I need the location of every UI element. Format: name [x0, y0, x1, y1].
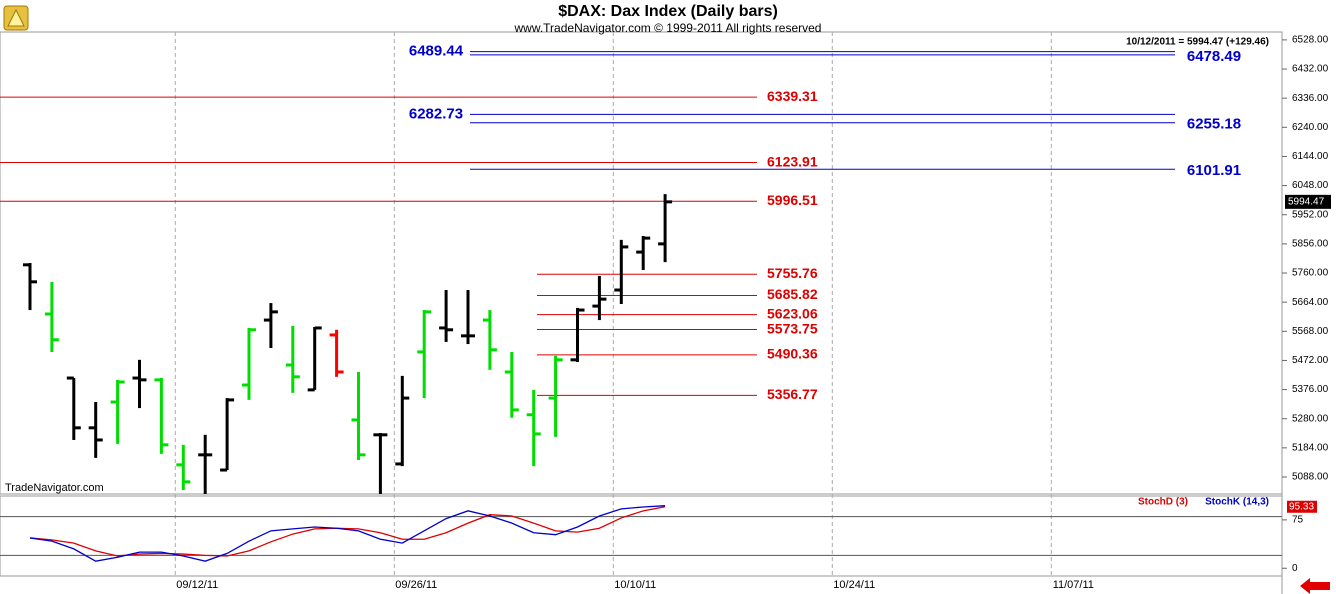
y-tick-label: 5952.00 [1292, 209, 1329, 220]
legend-entry: StochD (3) [1138, 497, 1188, 508]
last-value-box [1287, 500, 1317, 513]
y-tick-label: 0 [1292, 563, 1298, 574]
level-label: 6478.49 [1187, 48, 1241, 65]
x-tick-label: 11/07/11 [1053, 579, 1094, 591]
watermark: TradeNavigator.com [5, 482, 104, 494]
scroll-arrow[interactable] [1300, 578, 1330, 594]
level-label: 5755.76 [767, 265, 818, 281]
x-tick-label: 09/12/11 [176, 579, 218, 591]
y-tick-label: 5088.00 [1292, 472, 1329, 483]
last-price-box [1285, 194, 1331, 209]
y-tick-label: 5760.00 [1292, 268, 1329, 279]
level-label: 5623.06 [767, 305, 818, 321]
y-tick-label: 5472.00 [1292, 355, 1329, 366]
x-tick-label: 10/10/11 [614, 579, 656, 591]
y-tick-label: 6336.00 [1292, 93, 1329, 104]
last-price-label: 5994.47 [1288, 196, 1325, 207]
y-tick-label: 6528.00 [1292, 35, 1329, 46]
level-label: 5996.51 [767, 192, 818, 208]
level-label: 5573.75 [767, 320, 818, 336]
level-label: 6282.73 [409, 105, 463, 122]
level-label: 5685.82 [767, 286, 818, 302]
level-label: 6101.91 [1187, 162, 1241, 179]
x-tick-label: 09/26/11 [395, 579, 437, 591]
y-tick-label: 5664.00 [1292, 297, 1329, 308]
stoch-line [29, 505, 666, 562]
chart-subtitle: www.TradeNavigator.com © 1999-2011 All r… [514, 21, 822, 35]
y-tick-label: 5856.00 [1292, 239, 1329, 250]
level-label: 6339.31 [767, 88, 818, 104]
chart-title: $DAX: Dax Index (Daily bars) [558, 3, 778, 20]
level-label: 6255.18 [1187, 116, 1241, 133]
header-quote: 10/12/2011 = 5994.47 (+129.46) [1126, 37, 1269, 48]
legend-entry: StochK (14,3) [1205, 497, 1269, 508]
y-tick-label: 5280.00 [1292, 413, 1329, 424]
last-value-label: 95.33 [1289, 501, 1314, 512]
x-tick-label: 10/24/11 [833, 579, 875, 591]
y-tick-label: 5184.00 [1292, 443, 1329, 454]
y-tick-label: 5376.00 [1292, 384, 1329, 395]
y-tick-label: 5568.00 [1292, 326, 1329, 337]
y-tick-label: 6432.00 [1292, 64, 1329, 75]
stoch-line [29, 506, 666, 557]
y-tick-label: 75 [1292, 515, 1304, 526]
level-label: 6489.44 [409, 43, 464, 60]
y-tick-label: 6144.00 [1292, 151, 1329, 162]
level-label: 5356.77 [767, 386, 818, 402]
y-tick-label: 6240.00 [1292, 122, 1329, 133]
level-label: 5490.36 [767, 346, 818, 362]
level-label: 6123.91 [767, 153, 818, 169]
logo [3, 5, 29, 31]
y-tick-label: 6048.00 [1292, 180, 1329, 191]
